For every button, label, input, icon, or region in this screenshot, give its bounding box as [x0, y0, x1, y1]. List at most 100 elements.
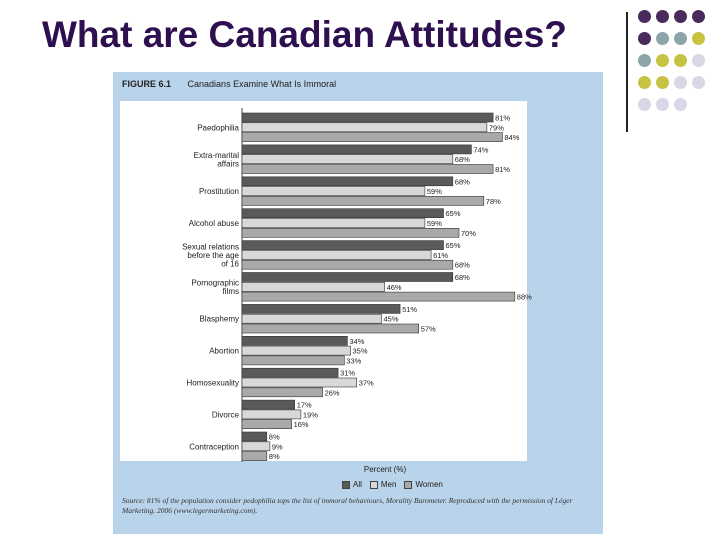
bar-all	[241, 304, 401, 314]
data-label: 61%	[433, 251, 448, 260]
data-label: 74%	[473, 145, 488, 154]
data-label: 88%	[517, 293, 532, 302]
legend-swatch-all	[342, 480, 350, 489]
data-label: 8%	[269, 433, 280, 442]
title-divider-line	[626, 12, 628, 132]
bar-women	[241, 196, 485, 206]
bar-women	[241, 291, 516, 302]
data-label: 19%	[303, 410, 318, 419]
data-label: 68%	[455, 273, 470, 282]
bar-men	[241, 377, 357, 388]
decorative-dot	[638, 10, 651, 23]
bar-men	[241, 441, 271, 452]
category-label: before the age	[187, 251, 239, 260]
legend-swatch-men	[369, 480, 378, 489]
data-label: 17%	[297, 401, 312, 410]
data-label: 84%	[504, 133, 519, 142]
legend-label-women: Women	[415, 480, 443, 489]
data-label: 81%	[495, 165, 510, 174]
data-label: 31%	[340, 369, 355, 378]
category-label: Extra-marital	[194, 151, 240, 160]
figure-caption: Canadians Examine What Is Immoral	[187, 79, 337, 89]
bar-women	[241, 355, 345, 366]
decorative-dot	[674, 10, 687, 23]
category-label: Blasphemy	[199, 315, 239, 324]
decorative-dot	[692, 76, 705, 89]
data-label: 57%	[421, 325, 436, 334]
category-label: Pornographic	[191, 279, 239, 288]
legend-label-all: All	[353, 480, 362, 489]
slide-title: What are Canadian Attitudes?	[42, 14, 567, 55]
source-note: Source: 81% of the population consider p…	[122, 496, 573, 515]
category-label: Homosexuality	[187, 379, 239, 388]
data-label: 26%	[325, 388, 340, 397]
bar-all	[241, 208, 444, 218]
figure-number: FIGURE 6.1	[122, 79, 172, 89]
category-label: of 16	[221, 260, 239, 269]
data-label: 68%	[455, 155, 470, 164]
category-label: films	[223, 287, 239, 296]
decorative-dot	[674, 54, 687, 67]
bar-women	[241, 451, 268, 461]
bar-all	[241, 272, 454, 282]
data-label: 35%	[353, 347, 368, 356]
bar-men	[241, 186, 426, 196]
legend-item-men: Men	[369, 480, 396, 489]
bar-men	[241, 313, 382, 324]
x-axis-label: Percent (%)	[364, 465, 407, 474]
legend-item-all: All	[342, 480, 362, 489]
bar-all	[241, 240, 444, 250]
data-label: 45%	[384, 315, 399, 324]
data-label: 79%	[489, 123, 504, 132]
data-label: 16%	[294, 420, 309, 429]
data-label: 78%	[486, 197, 501, 206]
data-label: 59%	[427, 219, 442, 228]
decorative-dot	[656, 54, 669, 67]
data-label: 33%	[346, 356, 361, 365]
legend-item-women: Women	[404, 480, 443, 489]
bar-women	[241, 387, 323, 398]
data-label: 51%	[402, 305, 417, 314]
decorative-dot	[638, 54, 651, 67]
data-label: 81%	[495, 114, 510, 123]
category-label: Abortion	[209, 347, 239, 356]
data-label: 65%	[446, 241, 461, 250]
figure-label: FIGURE 6.1 Canadians Examine What Is Imm…	[122, 79, 336, 89]
decorative-dot	[656, 10, 669, 23]
bar-men	[241, 218, 426, 228]
data-label: 70%	[461, 229, 476, 238]
data-label: 68%	[455, 261, 470, 270]
bar-all	[241, 399, 296, 410]
bar-all	[241, 176, 454, 187]
category-label: Contraception	[189, 442, 239, 451]
legend-swatch-women	[404, 480, 413, 489]
chart-legend: All Men Women	[342, 480, 447, 489]
decorative-dot	[692, 32, 705, 45]
bar-women	[241, 228, 460, 238]
data-label: 9%	[272, 442, 283, 451]
bar-all	[241, 431, 268, 442]
decorative-dot	[638, 32, 651, 45]
data-label: 46%	[387, 283, 402, 292]
category-label: affairs	[217, 160, 239, 169]
decorative-dot	[638, 76, 651, 89]
bar-men	[241, 122, 488, 133]
decorative-dot	[638, 98, 651, 111]
bar-men	[241, 154, 454, 164]
bar-women	[241, 323, 419, 334]
bar-men	[241, 409, 302, 420]
bar-all	[241, 335, 348, 346]
bar-women	[241, 419, 292, 430]
category-label: Divorce	[212, 410, 240, 419]
bar-women	[241, 164, 494, 174]
decorative-dot	[656, 32, 669, 45]
category-label: Alcohol abuse	[189, 219, 240, 228]
data-label: 37%	[359, 379, 374, 388]
decorative-dot	[656, 98, 669, 111]
bar-all	[241, 367, 339, 378]
bar-women	[241, 132, 503, 142]
data-label: 65%	[446, 209, 461, 218]
category-label: Paedophilia	[197, 123, 239, 132]
decorative-dot	[692, 10, 705, 23]
